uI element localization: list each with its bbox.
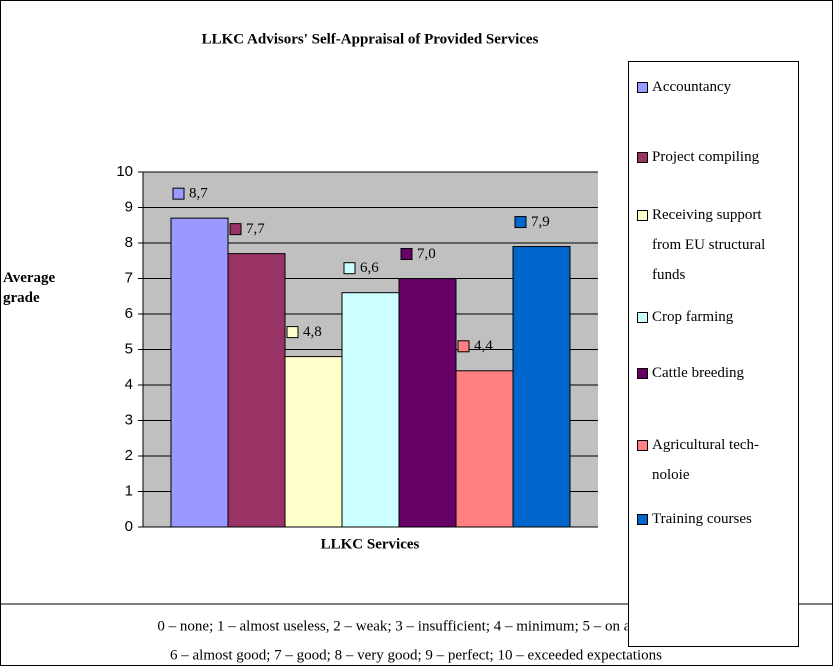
legend-item: Accountancy <box>637 72 787 102</box>
bar <box>455 370 514 528</box>
legend-label: Project compiling <box>652 149 760 165</box>
data-label-key <box>400 248 413 260</box>
data-label: 7,7 <box>246 221 265 237</box>
y-tick-label: 10 <box>116 163 133 180</box>
chart-title: LLKC Advisors' Self-Appraisal of Provide… <box>202 31 539 47</box>
y-axis-label: Average grade <box>3 270 56 306</box>
y-tick-label: 9 <box>125 198 133 215</box>
legend-item: Training courses <box>637 504 787 534</box>
bar <box>341 292 400 528</box>
legend-label: Receiving support from EU structural fun… <box>652 207 766 283</box>
bar <box>227 253 286 528</box>
data-label-key <box>514 216 527 229</box>
legend: Accountancy Project compiling Receiving su… <box>628 61 799 647</box>
data-label: 8,7 <box>189 186 208 202</box>
data-label-key <box>229 223 242 236</box>
x-axis-label: LLKC Services <box>321 536 420 552</box>
legend-swatch <box>637 514 648 525</box>
legend-label: Accountancy <box>652 79 732 95</box>
legend-item: Crop farming <box>637 302 787 332</box>
y-tick-label: 7 <box>125 269 133 286</box>
bar <box>170 217 229 528</box>
y-tick-label: 2 <box>125 447 133 464</box>
y-tick-label: 6 <box>125 305 133 322</box>
data-label-key <box>172 187 185 200</box>
y-tick-label: 3 <box>125 411 133 428</box>
legend-swatch <box>637 440 648 451</box>
y-tick-label: 4 <box>125 376 133 393</box>
footnote: 6 – almost good; 7 – good; 8 – very good… <box>170 647 662 663</box>
y-tick-label: 8 <box>125 234 133 251</box>
bar <box>398 278 457 528</box>
data-label-key <box>343 262 356 275</box>
y-axis-label-box: Average grade <box>3 270 56 306</box>
legend-label: Crop farming <box>652 309 734 325</box>
legend-swatch <box>637 368 648 379</box>
legend-item: Project compiling <box>637 142 787 172</box>
data-label: 7,0 <box>417 246 436 262</box>
legend-swatch <box>637 312 648 323</box>
bar <box>512 246 571 528</box>
legend-item: Cattle breeding <box>637 358 787 388</box>
data-label: 7,9 <box>531 214 550 230</box>
legend-item: Receiving support from EU structural fun… <box>637 200 787 290</box>
y-tick-label: 5 <box>125 340 133 357</box>
data-label: 4,4 <box>474 338 493 354</box>
legend-swatch <box>637 82 648 93</box>
y-tick-label: 1 <box>125 482 133 499</box>
legend-label: Agricultural tech-noloie <box>652 437 760 483</box>
legend-item: Agricultural tech-noloie <box>637 430 787 490</box>
data-label-key <box>457 340 470 353</box>
legend-label: Cattle breeding <box>652 365 745 381</box>
footnote: 0 – none; 1 – almost useless, 2 – weak; … <box>157 618 674 634</box>
legend-swatch <box>637 152 648 163</box>
data-label-key <box>286 326 299 339</box>
y-tick-label: 0 <box>125 518 133 535</box>
data-label: 4,8 <box>303 324 322 340</box>
data-label: 6,6 <box>360 260 379 276</box>
legend-swatch <box>637 210 648 221</box>
bar <box>284 356 343 528</box>
legend-label: Training courses <box>652 511 752 527</box>
